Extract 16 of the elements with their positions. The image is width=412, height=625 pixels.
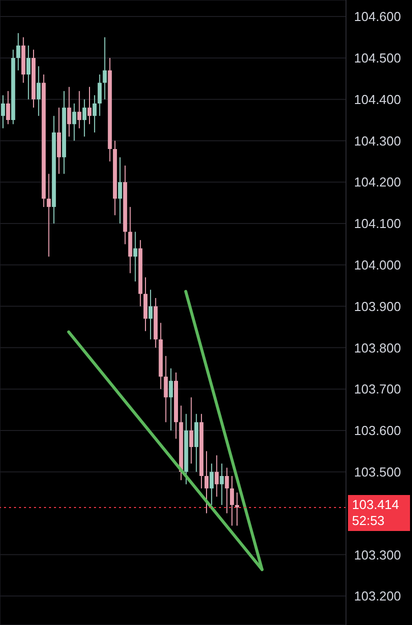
- y-tick-label: 104.000: [354, 258, 401, 273]
- y-tick-label: 103.500: [354, 464, 401, 480]
- y-tick-label: 104.400: [354, 92, 401, 107]
- y-tick-label: 103.300: [354, 547, 401, 562]
- y-tick-label: 104.600: [354, 9, 401, 24]
- y-tick-label: 103.800: [354, 340, 401, 356]
- ref-line-label: 103.414: [352, 497, 400, 514]
- y-tick-label: 103.200: [354, 588, 401, 604]
- text: 52:53: [352, 513, 386, 530]
- y-tick-label: 104.500: [354, 50, 401, 66]
- y-tick-label: 104.100: [354, 216, 401, 232]
- y-tick-label: 103.600: [354, 423, 401, 438]
- y-tick-label: 103.900: [354, 298, 401, 314]
- y-tick-label: 104.200: [354, 174, 401, 190]
- y-tick-label: 104.300: [354, 133, 401, 148]
- y-tick-label: 103.700: [354, 382, 401, 397]
